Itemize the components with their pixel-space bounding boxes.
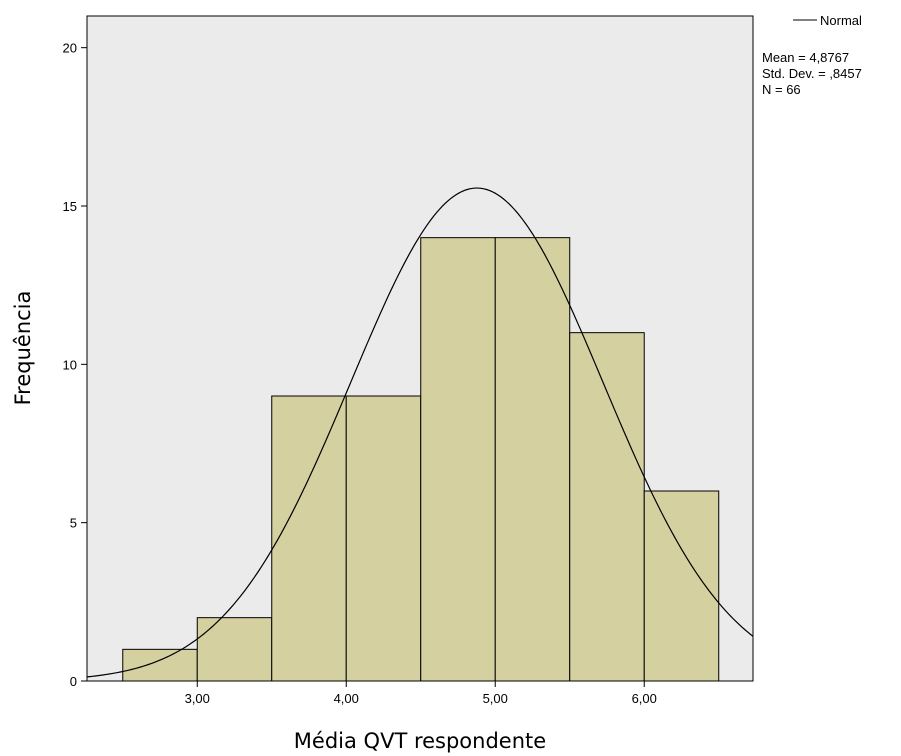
y-tick-label-4: 20: [63, 41, 77, 56]
legend-normal-label: Normal: [820, 13, 862, 28]
legend-mean: Mean = 4,8767: [762, 50, 849, 65]
x-tick-label-0: 3,00: [185, 691, 210, 706]
histogram-bar-0: [122, 648, 198, 682]
y-tick-label-0: 0: [70, 674, 77, 689]
y-tick-label-2: 10: [63, 357, 77, 372]
histogram-bar-7: [643, 490, 720, 682]
y-axis: 0 5 10 15 20: [63, 41, 87, 689]
normal-curve-line: [86, 187, 754, 678]
legend: Normal Mean = 4,8767 Std. Dev. = ,8457 N…: [762, 13, 862, 97]
x-tick-label-3: 6,00: [632, 691, 657, 706]
histogram-bar-6: [569, 332, 645, 682]
legend-n: N = 66: [762, 82, 801, 97]
histogram-bar-4: [420, 237, 496, 682]
x-axis-title: Média QVT respondente: [294, 729, 546, 753]
y-tick-label-3: 15: [63, 199, 77, 214]
y-tick-label-1: 5: [70, 516, 77, 531]
histogram-bar-3: [345, 395, 422, 682]
y-axis-title: Frequência: [11, 291, 35, 406]
histogram-bar-2: [271, 395, 347, 682]
legend-std-dev: Std. Dev. = ,8457: [762, 66, 862, 81]
histogram-bar-1: [196, 617, 273, 682]
x-tick-label-2: 5,00: [483, 691, 508, 706]
bars-group: [122, 237, 720, 682]
histogram-bar-5: [494, 237, 571, 682]
x-tick-label-1: 4,00: [334, 691, 359, 706]
x-axis: 3,00 4,00 5,00 6,00: [185, 681, 657, 706]
